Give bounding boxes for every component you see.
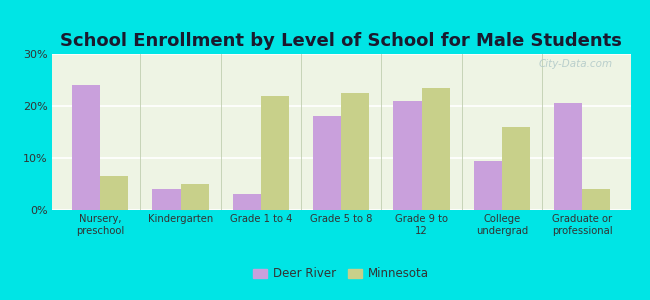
Bar (554, 103, 582, 210)
Bar (474, 160, 502, 210)
Bar (72, 85, 100, 210)
Bar (181, 184, 209, 210)
Bar (341, 93, 369, 210)
Title: School Enrollment by Level of School for Male Students: School Enrollment by Level of School for… (60, 32, 622, 50)
Bar (261, 96, 289, 210)
Bar (422, 88, 450, 210)
Bar (233, 194, 261, 210)
Bar (313, 116, 341, 210)
Bar (502, 127, 530, 210)
Bar (582, 189, 610, 210)
Text: City-Data.com: City-Data.com (539, 59, 613, 69)
Bar (100, 176, 128, 210)
Bar (393, 101, 422, 210)
Legend: Deer River, Minnesota: Deer River, Minnesota (248, 263, 434, 285)
Bar (153, 189, 181, 210)
